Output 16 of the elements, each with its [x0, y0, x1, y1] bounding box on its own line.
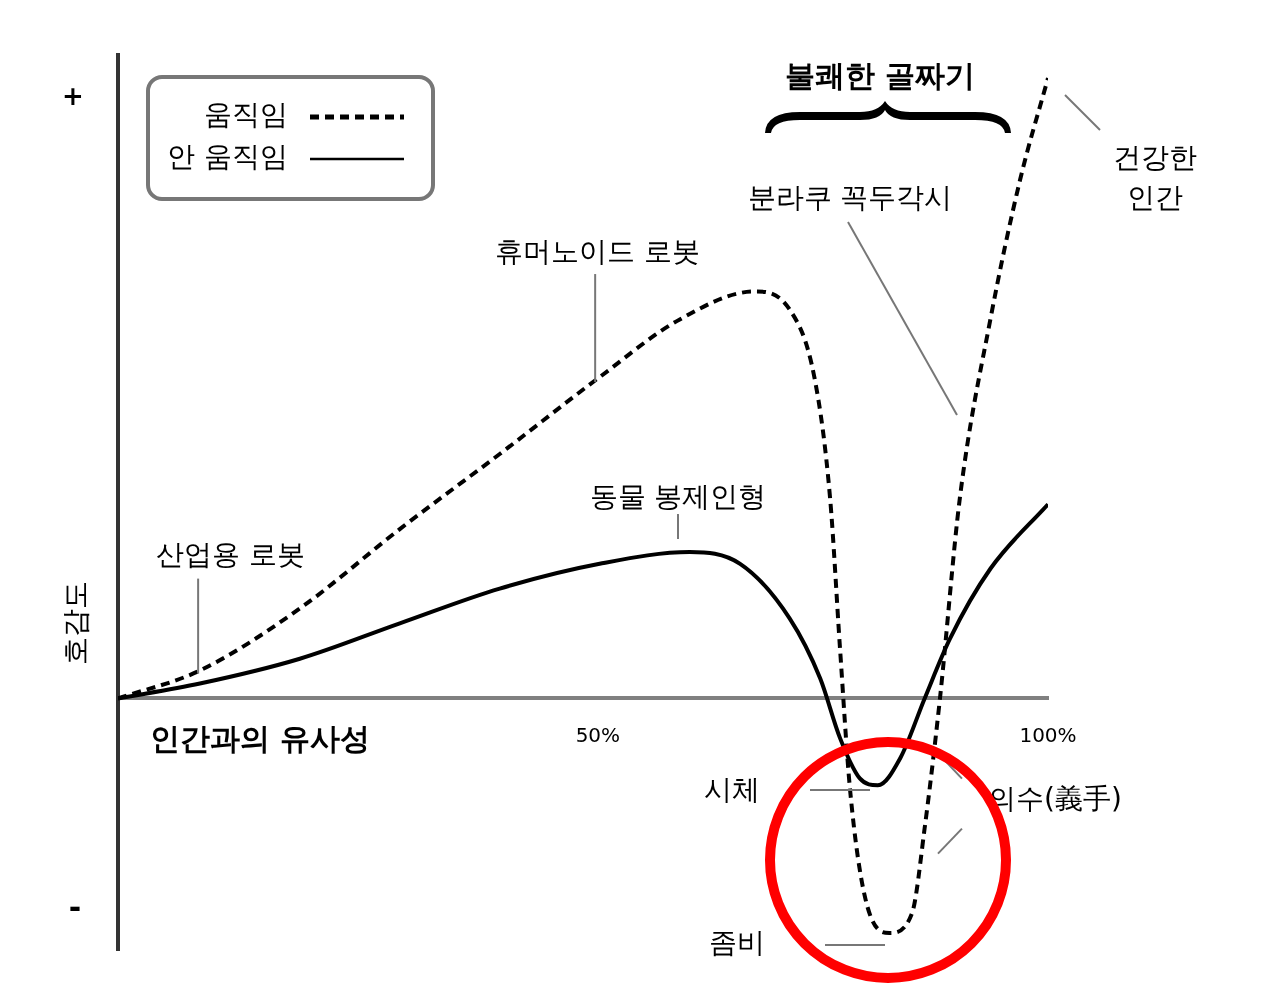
- x-tick-label: 50%: [575, 722, 621, 747]
- text: +: [62, 80, 84, 111]
- x-axis-title: 인간과의 유사성: [150, 721, 371, 757]
- y-axis-title: 호감도: [59, 581, 93, 666]
- text: -: [68, 889, 82, 925]
- legend-label: 움직임: [204, 98, 288, 132]
- annotation: 휴머노이드 로봇: [494, 235, 700, 269]
- x-tick-label: 100%: [1019, 722, 1077, 747]
- text: 건강한 인간: [1113, 141, 1197, 215]
- annotation: 좀비: [709, 926, 765, 960]
- legend-label: 안 움직임: [167, 140, 288, 174]
- annotation: 분라쿠 꼭두각시: [747, 181, 953, 215]
- annotation: 시체: [704, 773, 760, 807]
- annotation: 불쾌한 골짜기: [784, 57, 976, 93]
- annotation: 산업용 로봇: [155, 537, 305, 571]
- annotation: 동물 봉제인형: [589, 480, 767, 514]
